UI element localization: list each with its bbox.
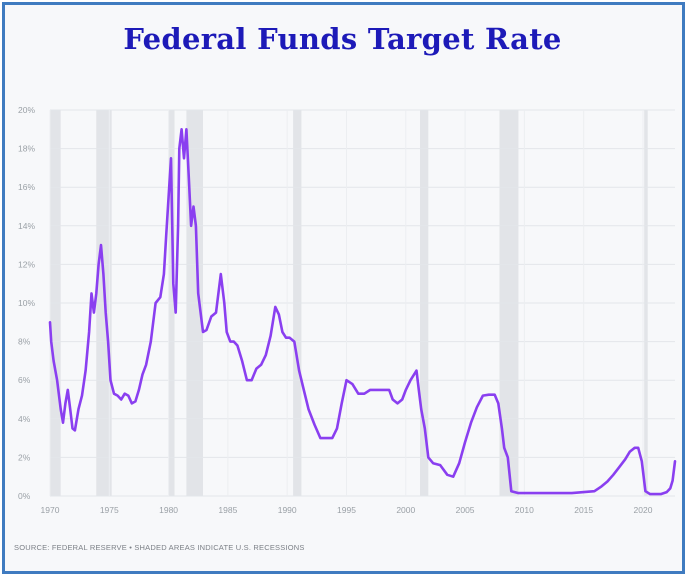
y-tick-label: 4% (18, 414, 31, 424)
x-tick-label: 1980 (159, 505, 178, 515)
x-tick-label: 1990 (278, 505, 297, 515)
x-tick-label: 2010 (515, 505, 534, 515)
y-tick-label: 8% (18, 337, 31, 347)
x-tick-label: 1985 (218, 505, 237, 515)
y-tick-label: 14% (18, 221, 35, 231)
grid-lines (49, 109, 675, 497)
y-tick-label: 12% (18, 259, 35, 269)
series-layer (48, 128, 677, 496)
y-axis-ticks: 0% 2% 4% 6% 8% 10% 12% 14% 16% 18% 20% (18, 105, 35, 501)
chart-title: Federal Funds Target Rate (123, 22, 562, 56)
x-tick-label: 1975 (100, 505, 119, 515)
x-tick-label: 2000 (396, 505, 415, 515)
y-tick-label: 18% (18, 144, 35, 154)
y-tick-label: 0% (18, 491, 31, 501)
x-tick-label: 1970 (41, 505, 60, 515)
x-tick-label: 1995 (337, 505, 356, 515)
y-tick-label: 16% (18, 182, 35, 192)
y-tick-label: 6% (18, 375, 31, 385)
x-tick-label: 2020 (634, 505, 653, 515)
x-tick-label: 2015 (574, 505, 593, 515)
y-tick-label: 20% (18, 105, 35, 115)
y-tick-label: 2% (18, 452, 31, 462)
source-note: SOURCE: FEDERAL RESERVE • SHADED AREAS I… (14, 543, 305, 552)
x-tick-label: 2005 (456, 505, 475, 515)
x-axis-ticks: 1970 1975 1980 1985 1990 1995 2000 2005 2010 2015… (41, 505, 653, 515)
series-line-0 (48, 128, 677, 496)
y-tick-label: 10% (18, 298, 35, 308)
